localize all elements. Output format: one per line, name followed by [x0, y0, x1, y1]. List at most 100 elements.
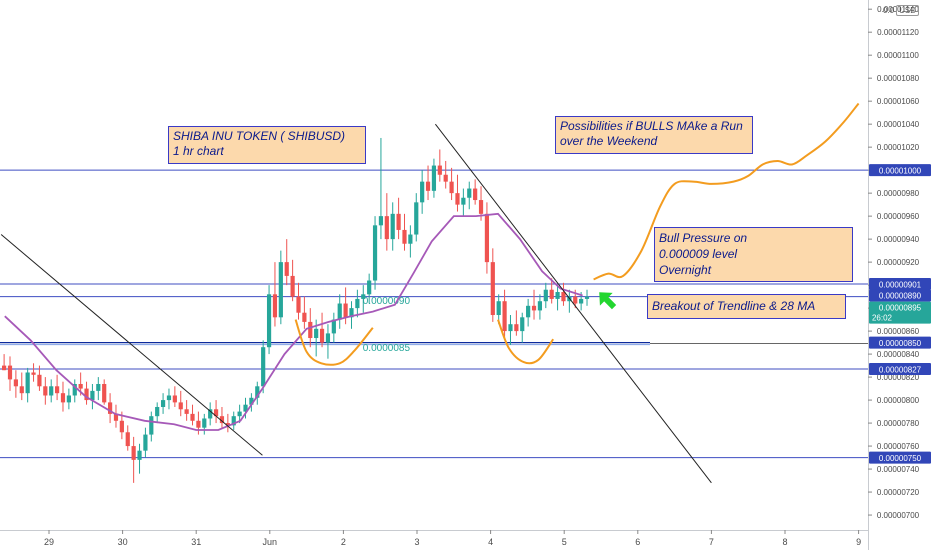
- candle-body: [355, 298, 360, 309]
- candle-body: [196, 420, 201, 428]
- candle-body: [561, 292, 566, 302]
- candle-body: [325, 333, 331, 343]
- breakout-note: Breakout of Trendline & 28 MA: [647, 294, 846, 319]
- candle-body: [331, 319, 336, 334]
- candle-body: [243, 404, 248, 412]
- x-tick-label: 3: [414, 537, 419, 547]
- candle-body: [84, 388, 89, 401]
- candle-body: [155, 406, 160, 417]
- level-price-tag-label: 0.00000827: [879, 366, 922, 375]
- y-tick-label: 0.00001060: [877, 97, 920, 106]
- bulls-line-1: Possibilities if BULLS MAke a Run: [560, 119, 743, 133]
- candle-body: [149, 416, 154, 435]
- title-note: SHIBA INU TOKEN ( SHIBUSD) 1 hr chart: [168, 126, 366, 164]
- level-price-tag: [869, 289, 931, 302]
- candle-body: [119, 420, 124, 433]
- candle-body: [367, 280, 372, 295]
- candle-body: [579, 298, 584, 304]
- y-tick-label: 0.00000760: [877, 442, 920, 451]
- candle-body: [184, 409, 189, 414]
- candle-body: [19, 386, 24, 394]
- x-tick-label: 6: [635, 537, 640, 547]
- level-price-tag: [869, 277, 931, 290]
- candle-body: [43, 386, 48, 396]
- pressure-line-1: Bull Pressure on: [659, 231, 748, 245]
- candle-body: [396, 213, 401, 230]
- candle-body: [7, 365, 13, 380]
- candle-body: [113, 413, 119, 421]
- candle-body: [425, 181, 431, 191]
- candle-body: [160, 400, 166, 407]
- candle-body: [72, 383, 77, 396]
- candle-body: [49, 386, 54, 396]
- x-tick-label: 31: [191, 537, 201, 547]
- candle-body: [378, 216, 384, 226]
- level-price-tag-label: 0.00000890: [879, 292, 922, 301]
- candle-body: [231, 416, 236, 426]
- pressure-line-2: 0.000009 level: [659, 247, 738, 261]
- candle-body: [66, 395, 71, 403]
- y-tick-label: 0.00000700: [877, 511, 920, 520]
- candle-body: [390, 213, 395, 240]
- support-arc: [497, 319, 555, 365]
- candle-body: [219, 416, 225, 424]
- y-tick-label: 0.00000960: [877, 212, 920, 221]
- trendline: [0, 234, 263, 456]
- candle-body: [261, 347, 266, 387]
- candle-body: [484, 213, 490, 263]
- candle-body: [2, 365, 7, 371]
- candle-body: [13, 379, 18, 387]
- price-tags: 0.00001000 0.00000901 0.00000850 0.00000827…: [869, 164, 931, 464]
- candle-body: [372, 225, 378, 281]
- y-tick-label: 0.00001100: [877, 51, 919, 60]
- candle-body: [502, 301, 507, 332]
- candle-body: [514, 324, 519, 332]
- breakout-text: Breakout of Trendline & 28 MA: [652, 299, 816, 313]
- candle-body: [208, 409, 213, 419]
- y-tick-label: 0.00000940: [877, 235, 920, 244]
- candle-body: [420, 181, 425, 203]
- candle-body: [349, 308, 354, 318]
- candle-body: [107, 402, 113, 414]
- candle-body: [37, 374, 42, 387]
- candle-body: [319, 328, 325, 343]
- y-tick-label: 0.00001080: [877, 74, 920, 83]
- candle-body: [137, 450, 142, 460]
- candle-body: [31, 372, 36, 375]
- candle-body: [384, 216, 389, 240]
- y-tick-label: 0.00000820: [877, 373, 920, 382]
- level-annotation: 0.0000085: [363, 343, 411, 354]
- level-price-tag: [869, 363, 931, 376]
- support-arc: [294, 319, 374, 366]
- top-scale-label: 0.0: [883, 5, 895, 15]
- horizontal-levels: [0, 169, 868, 459]
- level-price-tag-label: 0.00001000: [879, 167, 922, 176]
- pressure-note: Bull Pressure on 0.000009 level Overnigh…: [654, 227, 853, 282]
- currency-header[interactable]: 0.0 USD: [883, 3, 920, 17]
- candle-body: [172, 395, 177, 403]
- currency-badge[interactable]: USD: [896, 4, 920, 16]
- candle-body: [555, 292, 560, 299]
- candle-body: [290, 275, 295, 297]
- y-tick-label: 0.00001040: [877, 120, 920, 129]
- candle-body: [308, 321, 313, 339]
- candle-body: [543, 289, 548, 302]
- bulls-line-2: over the Weekend: [560, 134, 658, 148]
- candle-body: [190, 413, 195, 421]
- candle-body: [473, 188, 478, 201]
- y-tick-label: 0.00000780: [877, 419, 920, 428]
- trendline: [435, 123, 712, 484]
- bulls-note: Possibilities if BULLS MAke a Run over t…: [555, 116, 753, 154]
- candle-body: [278, 262, 283, 318]
- y-tick-label: 0.00000740: [877, 465, 920, 474]
- candle-body: [314, 328, 319, 339]
- pressure-line-3: Overnight: [659, 263, 712, 277]
- candle-body: [237, 411, 242, 417]
- candle-body: [584, 296, 590, 299]
- candle-body: [60, 393, 66, 403]
- candle-body: [178, 402, 183, 410]
- title-line-2: 1 hr chart: [173, 144, 224, 158]
- y-tick-label: 0.00001120: [877, 28, 919, 37]
- candle-body: [496, 301, 501, 316]
